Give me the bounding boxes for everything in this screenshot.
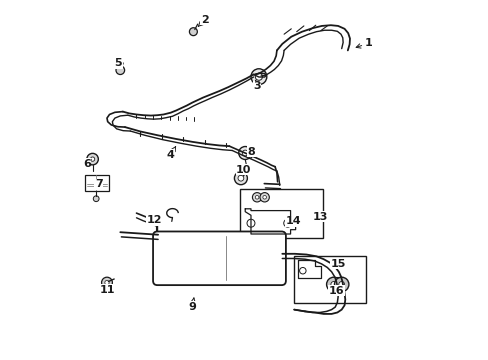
Circle shape [334, 277, 348, 292]
Text: 13: 13 [312, 212, 328, 222]
Text: 11: 11 [100, 285, 115, 295]
Text: 2: 2 [198, 15, 208, 26]
Text: 7: 7 [95, 179, 102, 189]
Text: 15: 15 [330, 258, 345, 269]
Text: 4: 4 [166, 147, 175, 160]
Circle shape [260, 193, 269, 202]
Text: 14: 14 [285, 216, 300, 226]
Circle shape [326, 277, 340, 292]
Circle shape [238, 175, 244, 181]
Circle shape [102, 277, 112, 288]
Circle shape [242, 150, 247, 156]
FancyBboxPatch shape [153, 231, 285, 285]
Text: 1: 1 [355, 38, 372, 48]
Circle shape [252, 193, 261, 202]
Circle shape [116, 66, 124, 75]
Text: 16: 16 [328, 286, 344, 296]
Circle shape [87, 153, 98, 165]
Circle shape [263, 195, 266, 199]
Text: 6: 6 [82, 159, 91, 169]
Circle shape [189, 28, 197, 36]
Circle shape [338, 282, 344, 287]
Text: 3: 3 [253, 80, 261, 91]
Circle shape [255, 73, 262, 80]
Circle shape [90, 157, 95, 161]
Circle shape [234, 172, 247, 185]
Circle shape [250, 69, 266, 85]
Text: 8: 8 [247, 147, 255, 158]
Circle shape [104, 280, 109, 285]
Text: 10: 10 [236, 165, 251, 176]
Bar [85, 175, 108, 191]
Circle shape [93, 196, 99, 202]
Text: 5: 5 [115, 58, 122, 69]
Bar [240, 189, 322, 238]
Circle shape [330, 282, 336, 287]
Text: 12: 12 [146, 215, 162, 225]
Circle shape [238, 147, 251, 159]
Text: 9: 9 [188, 298, 196, 312]
Circle shape [255, 195, 258, 199]
Bar [294, 256, 366, 303]
